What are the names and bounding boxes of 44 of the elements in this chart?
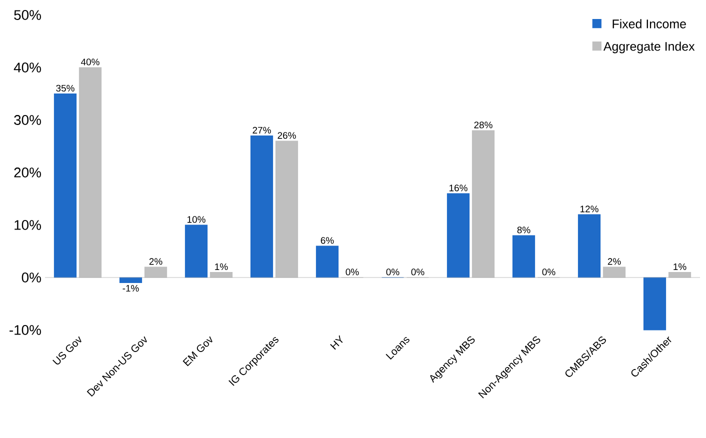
bar <box>643 277 666 330</box>
data-label: 28% <box>474 122 492 128</box>
bar <box>316 246 339 278</box>
data-label: 40% <box>81 58 100 66</box>
data-label: 1% <box>674 263 686 270</box>
data-label: 6% <box>320 237 334 244</box>
y-tick-label: 40% <box>14 62 41 72</box>
y-tick-label: 10% <box>14 220 41 230</box>
bar <box>602 266 626 278</box>
x-tick-label: US Gov <box>52 336 82 364</box>
bar <box>578 214 601 278</box>
x-tick-label: HY <box>330 335 343 350</box>
y-tick-label: 20% <box>14 168 41 178</box>
legend-label: Aggregate Index <box>603 42 695 54</box>
data-label: 35% <box>56 84 74 92</box>
data-label: 0% <box>386 268 400 276</box>
data-label: 8% <box>517 226 530 234</box>
legend-label: Fixed Income <box>612 19 686 28</box>
x-tick-label: EM Gov <box>182 336 212 366</box>
data-label: 10% <box>188 216 206 223</box>
y-tick-label: 30% <box>14 115 41 125</box>
bar <box>78 67 102 278</box>
data-label: 1% <box>215 263 228 270</box>
y-tick-label: 50% <box>14 10 41 20</box>
data-label: 0% <box>411 268 424 276</box>
bar <box>144 266 168 278</box>
data-label: 2% <box>149 258 162 265</box>
data-label: -1% <box>122 284 139 292</box>
bar <box>512 235 536 278</box>
data-label: 27% <box>252 126 271 134</box>
bar <box>184 224 208 278</box>
data-label: 2% <box>608 258 621 265</box>
y-tick-label: 0% <box>22 272 41 282</box>
bar <box>275 140 298 278</box>
data-label: 0% <box>346 268 359 276</box>
bar <box>54 93 77 278</box>
y-tick-label: -10% <box>10 325 41 335</box>
data-label: 0% <box>542 268 556 276</box>
bar <box>446 193 470 278</box>
bar <box>250 135 274 278</box>
data-label: 26% <box>278 132 296 139</box>
data-label: 16% <box>450 184 468 192</box>
bar <box>472 130 495 278</box>
data-label: 12% <box>580 206 598 212</box>
